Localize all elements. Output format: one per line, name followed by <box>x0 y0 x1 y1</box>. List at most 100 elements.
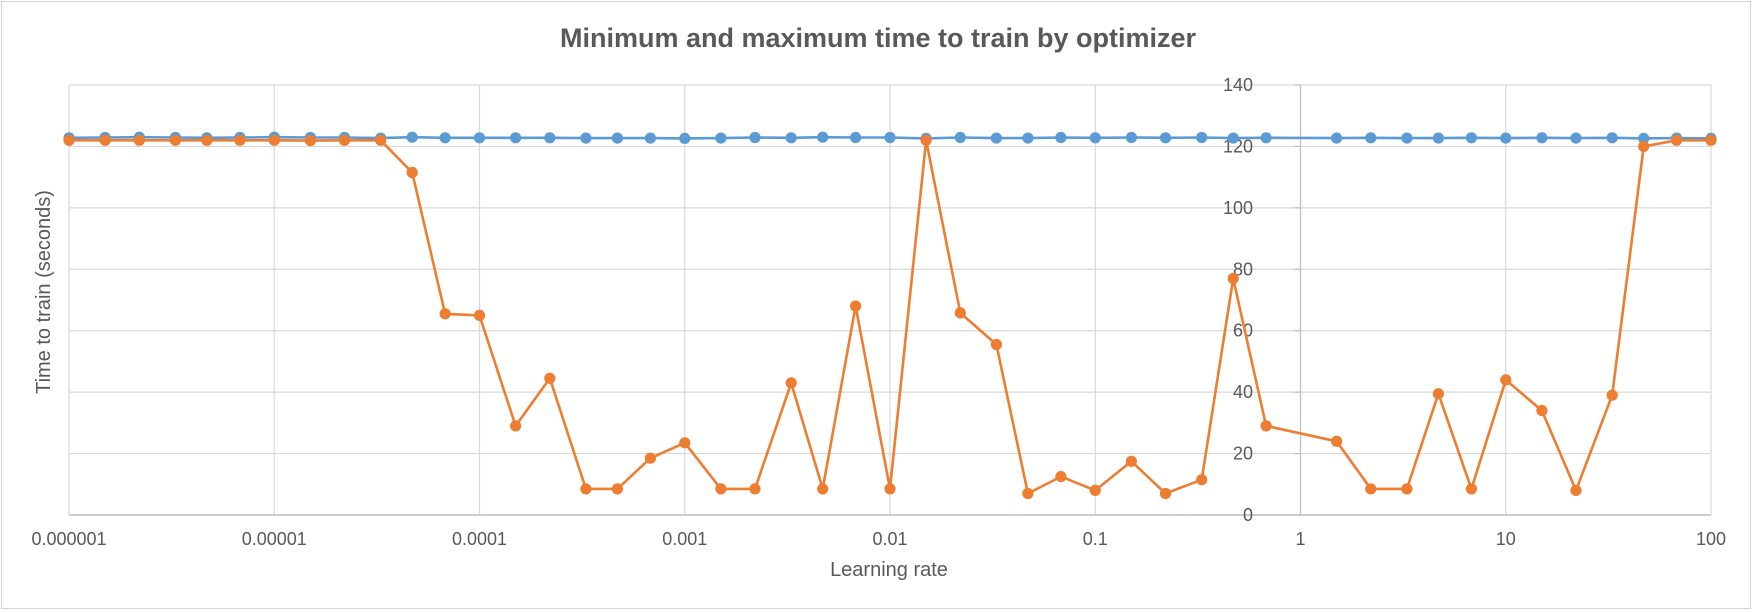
series-min-point <box>169 134 181 146</box>
series-max-point <box>1570 132 1582 144</box>
x-axis-ticks: 0.000001 0.00001 0.0001 0.001 0.01 0.1 1 10 100 <box>31 529 1726 549</box>
y-tick-label: 140 <box>1223 75 1253 95</box>
x-tick-label: 0.01 <box>872 529 907 549</box>
series-min-point <box>1125 455 1137 467</box>
series-min-point <box>1159 487 1172 500</box>
series-min-point <box>439 308 451 320</box>
x-tick-label: 1 <box>1295 529 1305 549</box>
series-max-point <box>473 132 486 144</box>
series-max-point <box>1089 132 1101 144</box>
series-max-point <box>785 132 797 144</box>
series-min-point <box>1089 484 1101 496</box>
series-min-point <box>304 135 316 147</box>
series-min-point <box>644 452 657 464</box>
series-max-point <box>644 132 657 144</box>
series-max-point <box>1500 132 1512 144</box>
series-min-point <box>133 134 145 146</box>
series-min-point <box>1022 487 1034 500</box>
series-min-point <box>99 134 111 146</box>
series-min-point <box>338 134 351 146</box>
series-min-line <box>69 139 1711 495</box>
series-min-point <box>1536 405 1548 417</box>
series-min-point <box>1331 435 1343 447</box>
series-min-point <box>473 309 486 321</box>
series-max-point <box>884 131 896 144</box>
series-min-point <box>1401 483 1413 495</box>
series-min-point <box>1055 471 1067 483</box>
series-min-point <box>749 483 761 495</box>
series-max-point <box>611 132 624 144</box>
series-min-point <box>850 300 862 312</box>
x-tick-label: 0.00001 <box>242 529 307 549</box>
series-max-point <box>1365 132 1377 144</box>
series-max-point <box>715 132 727 144</box>
series-max-point <box>990 132 1003 144</box>
x-tick-label: 0.001 <box>662 529 707 549</box>
series-min-point <box>785 377 797 389</box>
series-min-point <box>817 483 829 495</box>
series-max-point <box>580 132 592 144</box>
series-max-point <box>817 131 829 143</box>
chart-title: Minimum and maximum time to train by opt… <box>560 23 1197 53</box>
series-min-point <box>1465 483 1477 495</box>
series-max-point <box>1606 132 1618 144</box>
y-tick-label: 80 <box>1233 259 1253 279</box>
series-max-point <box>1022 132 1034 144</box>
series-max-point <box>679 132 691 144</box>
x-tick-label: 10 <box>1496 529 1516 549</box>
series-max-point <box>1125 131 1137 144</box>
series-max-point <box>1536 132 1548 144</box>
series-max-point <box>1465 132 1477 144</box>
series-min-point <box>1570 484 1582 496</box>
series-min-point <box>1260 420 1272 432</box>
series-min-point <box>1227 272 1239 285</box>
series-max-point <box>749 131 761 144</box>
series-min-point <box>544 372 556 384</box>
series-max-point <box>509 132 522 144</box>
y-tick-label: 60 <box>1233 321 1253 341</box>
series-max-point <box>1401 132 1413 144</box>
x-tick-label: 0.1 <box>1083 529 1108 549</box>
series-min-point <box>920 134 932 146</box>
series-min-point <box>1432 388 1444 400</box>
series-max-point <box>1227 132 1239 144</box>
series-min-point <box>1500 374 1512 386</box>
series-min-point <box>580 483 592 495</box>
y-axis-title: Time to train (seconds) <box>33 190 55 394</box>
x-tick-label: 100 <box>1696 529 1726 549</box>
series-max-point <box>954 131 966 144</box>
series-min-point <box>1638 140 1650 152</box>
series-min-point <box>1365 483 1377 495</box>
series-min-point <box>1196 474 1208 486</box>
series-points <box>63 131 1717 500</box>
series-min-point <box>201 134 213 146</box>
series-max-point <box>1638 132 1650 144</box>
series-min-point <box>954 307 966 319</box>
y-tick-label: 40 <box>1233 382 1253 402</box>
x-axis-title: Learning rate <box>830 559 948 581</box>
series-min-point <box>990 338 1003 351</box>
series-min-point <box>715 483 727 495</box>
series-min-point <box>63 134 75 146</box>
series-min-point <box>1606 389 1618 401</box>
y-tick-label: 0 <box>1243 505 1253 525</box>
gridlines <box>68 84 1712 516</box>
series-max-point <box>1159 132 1172 144</box>
series-min-point <box>1705 134 1717 146</box>
series-max-point <box>1196 131 1208 144</box>
series-max-point <box>439 132 451 144</box>
x-tick-label: 0.0001 <box>452 529 507 549</box>
x-tick-label: 0.000001 <box>31 529 106 549</box>
series-min-point <box>1671 134 1683 146</box>
series-max-point <box>544 132 556 144</box>
series-min-point <box>884 483 896 495</box>
series-min-point <box>679 437 691 449</box>
series-min-point <box>509 420 522 432</box>
series-min-point <box>268 134 280 146</box>
series-min-point <box>611 483 624 495</box>
series-max-point <box>1432 132 1444 144</box>
y-tick-label: 20 <box>1233 444 1253 464</box>
